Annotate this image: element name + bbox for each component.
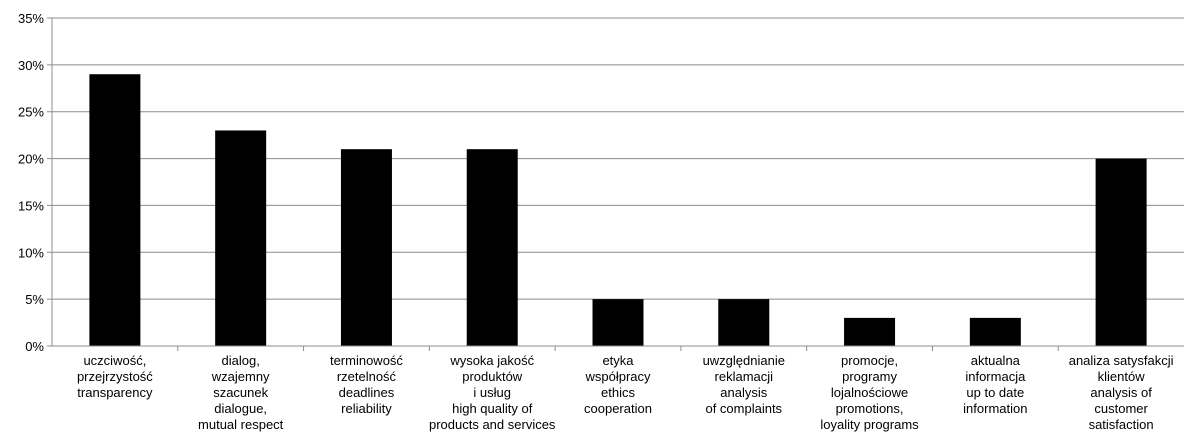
y-tick-label: 25% [18,105,44,120]
y-tick-label: 35% [18,11,44,26]
x-category-label: promocje, programy lojalnościowe promotions… [820,353,919,432]
x-category-label: terminowość rzetelność deadlines reliabilit… [330,353,403,416]
x-category-label: aktualna informacja up to date information [963,353,1027,416]
bar [215,130,267,346]
bar [466,149,518,346]
y-tick-label: 5% [25,292,44,307]
bar [1095,158,1147,346]
y-tick-label: 20% [18,152,44,167]
x-category-label: analiza satysfakcji klientów analysis of cu… [1069,353,1174,432]
bar [718,299,770,346]
x-category-label: uczciwość, przejrzystość transparency [77,353,153,400]
bar [969,317,1021,346]
y-tick-label: 30% [18,58,44,73]
x-axis-category-labels: uczciwość, przejrzystość transparency dialo… [77,353,1174,432]
y-tick-label: 10% [18,245,44,260]
y-tick-label: 0% [25,339,44,354]
x-category-label: dialog, wzajemny szacunek dialogue, mutual r… [198,353,284,432]
x-category-label: uwzględnianie reklamacji analysis of compla… [703,353,785,416]
bar [844,317,896,346]
x-category-label: etyka współpracy ethics cooperation [584,353,652,416]
bars [89,74,1147,346]
y-tick-label: 15% [18,198,44,213]
bar [89,74,141,346]
axes [51,18,1184,351]
x-category-label: wysoka jakość produktów i usług high qualit… [429,353,556,432]
bar [340,149,392,346]
y-axis-tick-labels: 0% 5% 10% 15% 20% 25% 30% 35% [18,11,44,354]
bar [592,299,644,346]
